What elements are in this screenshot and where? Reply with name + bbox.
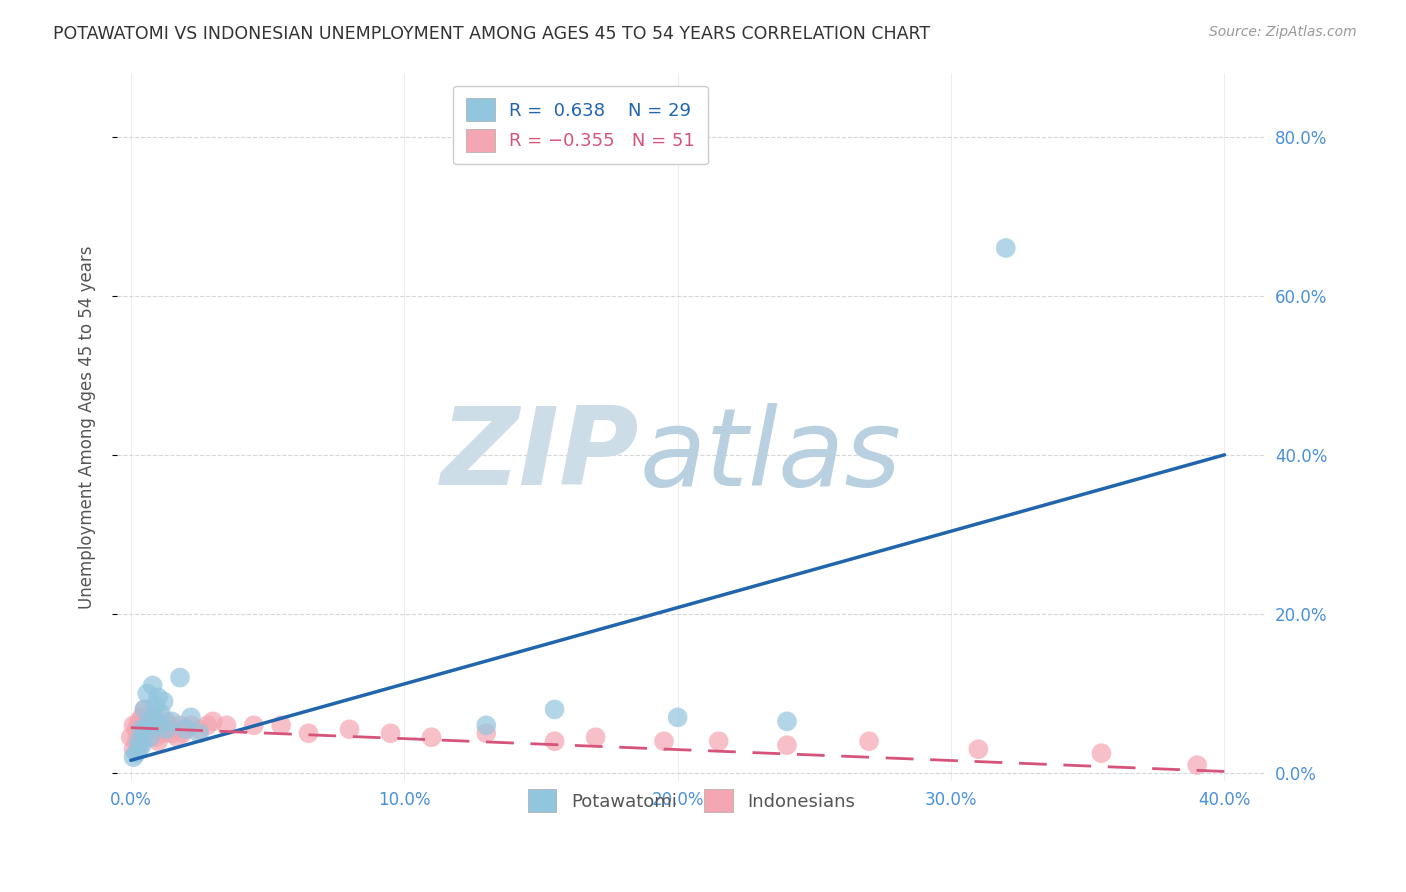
Point [776, 738, 799, 752]
Point [169, 718, 191, 732]
Point [120, 731, 142, 745]
Text: atlas: atlas [640, 403, 901, 508]
Point [180, 718, 202, 732]
Point [215, 718, 238, 732]
Point [136, 723, 159, 737]
Point [149, 706, 172, 721]
Point [180, 710, 202, 724]
Point [134, 731, 156, 745]
Point [420, 731, 443, 745]
Point [128, 714, 150, 729]
Point [142, 710, 165, 724]
Point [160, 714, 183, 729]
Point [967, 742, 990, 756]
Point [707, 734, 730, 748]
Point [152, 694, 174, 708]
Point [339, 723, 361, 737]
Point [172, 726, 194, 740]
Point [125, 723, 148, 737]
Point [136, 718, 159, 732]
Point [174, 723, 197, 737]
Text: Source: ZipAtlas.com: Source: ZipAtlas.com [1209, 25, 1357, 39]
Point [149, 723, 172, 737]
Point [134, 726, 156, 740]
Point [666, 710, 689, 724]
Point [160, 726, 183, 740]
Point [543, 734, 565, 748]
Point [131, 726, 153, 740]
Point [142, 726, 165, 740]
Point [1185, 758, 1208, 772]
Point [122, 750, 145, 764]
Point [155, 723, 177, 737]
Legend: Potawatomi, Indonesians: Potawatomi, Indonesians [515, 777, 868, 825]
Point [157, 718, 180, 732]
Point [146, 718, 169, 732]
Point [585, 731, 607, 745]
Point [188, 726, 211, 740]
Point [652, 734, 675, 748]
Point [188, 723, 211, 737]
Point [125, 746, 148, 760]
Point [131, 723, 153, 737]
Point [543, 702, 565, 716]
Point [128, 742, 150, 756]
Point [858, 734, 880, 748]
Point [142, 718, 165, 732]
Point [146, 734, 169, 748]
Text: POTAWATOMI VS INDONESIAN UNEMPLOYMENT AMONG AGES 45 TO 54 YEARS CORRELATION CHAR: POTAWATOMI VS INDONESIAN UNEMPLOYMENT AM… [53, 25, 931, 43]
Point [155, 714, 177, 729]
Point [139, 718, 162, 732]
Point [125, 734, 148, 748]
Point [475, 726, 498, 740]
Point [243, 718, 266, 732]
Y-axis label: Unemployment Among Ages 45 to 54 years: Unemployment Among Ages 45 to 54 years [79, 245, 96, 608]
Point [134, 702, 156, 716]
Point [128, 734, 150, 748]
Point [270, 718, 292, 732]
Point [122, 742, 145, 756]
Point [145, 731, 167, 745]
Point [139, 731, 162, 745]
Point [134, 702, 156, 716]
Point [142, 679, 165, 693]
Point [145, 710, 167, 724]
Point [163, 723, 186, 737]
Point [166, 731, 188, 745]
Point [994, 241, 1017, 255]
Point [128, 738, 150, 752]
Point [145, 698, 167, 713]
Point [136, 686, 159, 700]
Point [201, 714, 224, 729]
Point [136, 714, 159, 729]
Text: ZIP: ZIP [441, 402, 640, 508]
Point [297, 726, 319, 740]
Point [1090, 746, 1112, 760]
Point [152, 726, 174, 740]
Point [174, 723, 197, 737]
Point [131, 738, 153, 752]
Point [146, 690, 169, 705]
Point [139, 723, 162, 737]
Point [169, 671, 191, 685]
Point [475, 718, 498, 732]
Point [122, 718, 145, 732]
Point [380, 726, 402, 740]
Point [131, 710, 153, 724]
Point [776, 714, 799, 729]
Point [195, 718, 218, 732]
